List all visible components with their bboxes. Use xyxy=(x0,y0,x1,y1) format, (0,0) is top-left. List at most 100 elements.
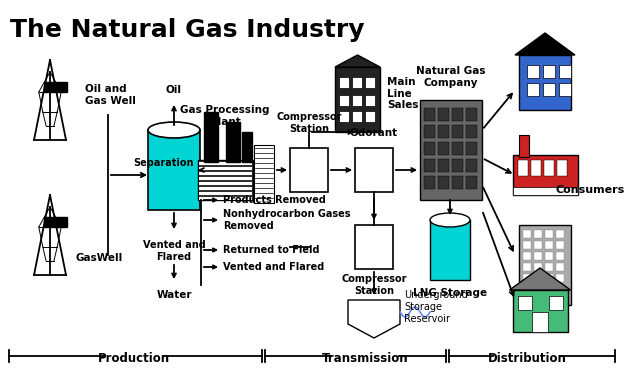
Bar xyxy=(545,274,553,282)
Bar xyxy=(466,142,477,155)
Text: Water: Water xyxy=(156,290,192,300)
Bar xyxy=(198,160,253,200)
Bar xyxy=(556,274,564,282)
Bar xyxy=(517,296,532,310)
Text: Separation: Separation xyxy=(133,158,193,168)
Bar xyxy=(534,296,542,304)
Bar xyxy=(339,77,349,88)
Text: Oil and
Gas Well: Oil and Gas Well xyxy=(85,84,136,106)
Bar xyxy=(512,187,577,195)
Bar xyxy=(438,159,449,172)
Text: The Natural Gas Industry: The Natural Gas Industry xyxy=(10,18,364,42)
Bar xyxy=(532,312,548,332)
Bar xyxy=(438,142,449,155)
Bar xyxy=(523,274,531,282)
Text: Nonhydrocarbon Gases
Removed: Nonhydrocarbon Gases Removed xyxy=(223,209,351,231)
Bar xyxy=(242,132,252,162)
Bar xyxy=(452,108,463,121)
Text: Odorant: Odorant xyxy=(350,128,398,138)
Bar xyxy=(556,285,564,293)
Bar xyxy=(420,100,482,200)
Bar xyxy=(352,111,362,122)
Bar xyxy=(199,197,252,199)
Text: Natural Gas
Company: Natural Gas Company xyxy=(416,67,485,88)
Polygon shape xyxy=(515,33,575,55)
Bar xyxy=(148,130,200,210)
Bar xyxy=(199,162,252,165)
Text: Oil: Oil xyxy=(166,85,182,95)
Bar xyxy=(545,241,553,249)
Ellipse shape xyxy=(148,122,200,138)
Bar xyxy=(543,65,555,78)
Bar xyxy=(355,225,393,269)
Bar xyxy=(556,252,564,260)
Bar xyxy=(545,263,553,271)
Bar xyxy=(523,252,531,260)
Text: Distribution: Distribution xyxy=(488,352,567,365)
Bar xyxy=(534,252,542,260)
Bar xyxy=(424,159,435,172)
Bar xyxy=(466,159,477,172)
Bar xyxy=(545,285,553,293)
Bar xyxy=(365,111,375,122)
Bar xyxy=(339,95,349,106)
Polygon shape xyxy=(335,55,380,67)
Bar xyxy=(199,182,252,184)
Bar xyxy=(199,177,252,180)
Bar xyxy=(452,142,463,155)
Bar xyxy=(545,230,553,238)
Bar xyxy=(335,67,380,132)
Bar xyxy=(534,263,542,271)
Bar xyxy=(452,159,463,172)
Bar xyxy=(254,145,274,203)
Text: Underground
Storage
Reservoir: Underground Storage Reservoir xyxy=(404,290,468,324)
Bar xyxy=(519,225,571,305)
Bar xyxy=(199,167,252,169)
Bar xyxy=(523,263,531,271)
Bar xyxy=(523,230,531,238)
Bar xyxy=(534,230,542,238)
Bar xyxy=(352,95,362,106)
Bar xyxy=(517,160,527,176)
Bar xyxy=(355,148,393,192)
Polygon shape xyxy=(348,300,400,338)
Bar xyxy=(556,230,564,238)
Text: Compressor
Station: Compressor Station xyxy=(341,274,407,295)
Bar xyxy=(466,125,477,138)
Text: GasWell: GasWell xyxy=(75,253,122,263)
Bar xyxy=(556,241,564,249)
Bar xyxy=(424,142,435,155)
Text: Products Removed: Products Removed xyxy=(223,195,326,205)
Bar xyxy=(44,217,67,227)
Bar xyxy=(523,285,531,293)
Bar xyxy=(557,160,567,176)
Bar xyxy=(452,176,463,189)
Bar xyxy=(545,252,553,260)
Bar xyxy=(556,296,564,304)
Bar xyxy=(352,77,362,88)
Text: Vented and Flared: Vented and Flared xyxy=(223,262,324,272)
Ellipse shape xyxy=(430,213,470,227)
Bar xyxy=(424,108,435,121)
Bar xyxy=(199,192,252,194)
Bar xyxy=(512,155,577,195)
Bar xyxy=(365,77,375,88)
Bar xyxy=(534,274,542,282)
Text: Transmission: Transmission xyxy=(322,352,408,365)
Bar xyxy=(548,296,562,310)
Bar xyxy=(466,108,477,121)
Bar xyxy=(430,220,470,280)
Text: Compressor
Station: Compressor Station xyxy=(276,113,342,134)
Text: Production: Production xyxy=(98,352,170,365)
Bar xyxy=(556,263,564,271)
Bar xyxy=(199,172,252,175)
Bar xyxy=(438,108,449,121)
Bar xyxy=(199,187,252,190)
Text: Main
Line
Sales: Main Line Sales xyxy=(387,77,419,110)
Bar xyxy=(204,112,218,162)
Bar xyxy=(424,125,435,138)
Bar xyxy=(424,176,435,189)
Bar xyxy=(452,125,463,138)
Bar xyxy=(519,135,529,157)
Bar xyxy=(559,65,571,78)
